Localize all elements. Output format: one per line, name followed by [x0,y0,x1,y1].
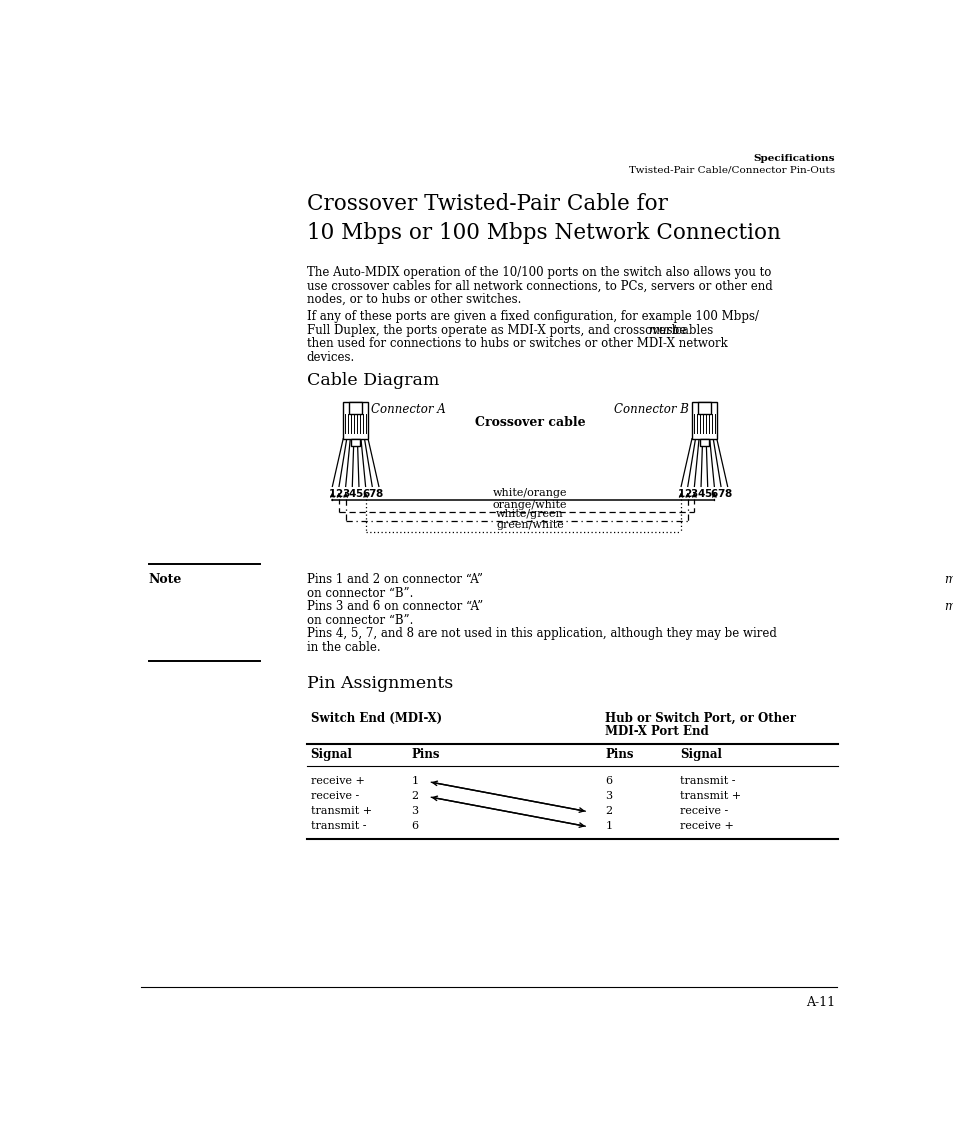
Text: Full Duplex, the ports operate as MDI-X ports, and crossover cables: Full Duplex, the ports operate as MDI-X … [307,324,716,337]
Text: Cable Diagram: Cable Diagram [307,372,438,389]
Text: 3: 3 [342,489,349,499]
Text: 6: 6 [361,489,369,499]
Text: 3: 3 [690,489,698,499]
Text: receive +: receive + [311,776,364,787]
Text: 1: 1 [411,776,418,787]
Text: white/orange: white/orange [493,488,567,498]
Text: 1: 1 [329,489,335,499]
Text: in the cable.: in the cable. [307,641,380,654]
Text: 2: 2 [335,489,342,499]
Text: 8: 8 [375,489,382,499]
Text: 6: 6 [604,776,612,787]
Bar [697,402,710,414]
Text: The Auto-MDIX operation of the 10/100 ports on the switch also allows you to: The Auto-MDIX operation of the 10/100 po… [307,266,770,279]
Text: white/green: white/green [496,510,563,519]
Text: be: be [668,324,686,337]
Text: 2: 2 [604,806,612,816]
Text: Switch End (MDI-X): Switch End (MDI-X) [311,712,441,725]
Text: Pins 1 and 2 on connector “A”: Pins 1 and 2 on connector “A” [307,574,486,586]
Text: use crossover cables for all network connections, to PCs, servers or other end: use crossover cables for all network con… [307,279,772,292]
Text: transmit +: transmit + [311,806,372,816]
Text: Pins: Pins [604,748,633,761]
Text: green/white: green/white [496,520,563,530]
Text: on connector “B”.: on connector “B”. [307,614,413,626]
Text: devices.: devices. [307,350,355,364]
Text: Specifications: Specifications [753,155,835,164]
Text: 2: 2 [411,791,418,802]
Text: transmit -: transmit - [679,776,735,787]
Text: Pin Assignments: Pin Assignments [307,674,453,692]
Text: Crossover Twisted-Pair Cable for: Crossover Twisted-Pair Cable for [307,192,667,215]
Text: receive -: receive - [679,806,728,816]
Text: 5: 5 [355,489,362,499]
Text: Connector B: Connector B [614,403,688,417]
Text: Hub or Switch Port, or Other: Hub or Switch Port, or Other [604,712,796,725]
Text: Connector A: Connector A [371,403,445,417]
Text: 7: 7 [368,489,375,499]
Text: Twisted-Pair Cable/Connector Pin-Outs: Twisted-Pair Cable/Connector Pin-Outs [629,166,835,175]
Text: Pins 4, 5, 7, and 8 are not used in this application, although they may be wired: Pins 4, 5, 7, and 8 are not used in this… [307,627,776,640]
Text: receive -: receive - [311,791,358,802]
Text: orange/white: orange/white [493,500,567,510]
Text: nodes, or to hubs or other switches.: nodes, or to hubs or other switches. [307,293,520,306]
Text: Note: Note [149,574,182,586]
Text: Signal: Signal [679,748,721,761]
Text: 5: 5 [703,489,711,499]
Text: transmit -: transmit - [311,821,366,831]
Text: 4: 4 [697,489,704,499]
Text: 1: 1 [677,489,684,499]
Text: 4: 4 [348,489,355,499]
Text: 3: 3 [604,791,612,802]
Text: If any of these ports are given a fixed configuration, for example 100 Mbps/: If any of these ports are given a fixed … [307,310,758,323]
Text: 7: 7 [717,489,724,499]
Text: 8: 8 [723,489,731,499]
Bar [351,439,359,447]
Bar [349,402,362,414]
Text: must: must [943,574,953,586]
Text: Signal: Signal [311,748,353,761]
Text: receive +: receive + [679,821,734,831]
Text: 10 Mbps or 100 Mbps Network Connection: 10 Mbps or 100 Mbps Network Connection [307,222,780,244]
Text: 1: 1 [604,821,612,831]
Text: 2: 2 [683,489,691,499]
Bar [691,402,716,439]
Text: Crossover cable: Crossover cable [475,416,585,428]
Text: Pins: Pins [411,748,439,761]
Bar [700,439,708,447]
Text: 6: 6 [710,489,718,499]
Text: Pins 3 and 6 on connector “A”: Pins 3 and 6 on connector “A” [307,600,486,614]
Text: 6: 6 [411,821,418,831]
Text: MDI-X Port End: MDI-X Port End [604,725,708,739]
Text: transmit +: transmit + [679,791,740,802]
Text: A-11: A-11 [805,996,835,1009]
Text: must: must [647,324,677,337]
Text: 3: 3 [411,806,418,816]
Text: on connector “B”.: on connector “B”. [307,587,413,600]
Text: then used for connections to hubs or switches or other MDI-X network: then used for connections to hubs or swi… [307,338,727,350]
Text: must: must [943,600,953,614]
Bar [343,402,368,439]
